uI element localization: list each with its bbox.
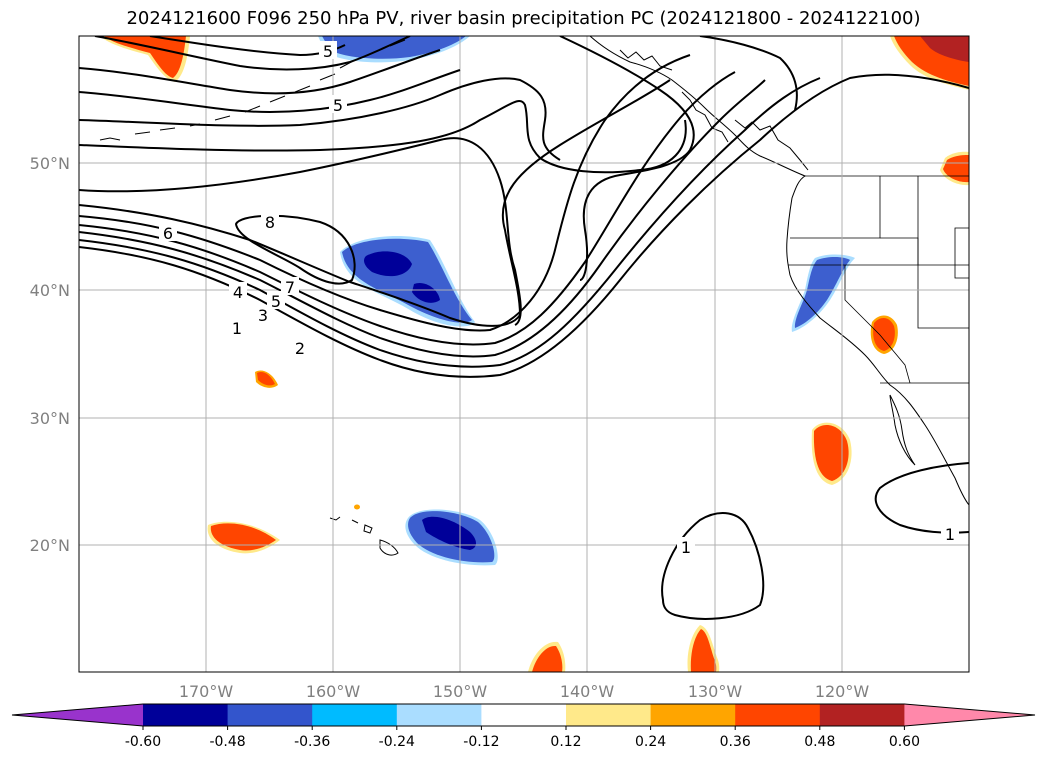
state-borders xyxy=(788,175,969,384)
colorbar-segment xyxy=(227,704,313,726)
pv-label: 5 xyxy=(271,292,281,311)
pv-contour xyxy=(79,137,522,326)
coastlines xyxy=(99,36,969,556)
colorbar-tick-label: 0.48 xyxy=(804,734,835,750)
pv-contour xyxy=(94,36,411,71)
pv-contour xyxy=(79,77,561,161)
colorbar-tick-label: -0.36 xyxy=(294,734,330,750)
pv-label: 5 xyxy=(333,96,343,115)
pv-contour-labels: 8 7 6 5 5 5 4 3 2 1 1 1 xyxy=(159,41,959,557)
colorbar-segment xyxy=(819,704,905,726)
pv-contour xyxy=(79,79,766,358)
pv-label: 2 xyxy=(295,339,305,358)
map-area xyxy=(79,36,969,672)
colorbar-tick-label: -0.24 xyxy=(379,734,415,750)
colorbar-segment xyxy=(396,704,482,726)
pv-contour xyxy=(79,73,969,378)
pv-contour xyxy=(234,214,356,285)
pv-label: 7 xyxy=(285,278,295,297)
pv-label: 3 xyxy=(258,306,268,325)
lat-tick-label: 30°N xyxy=(30,409,70,428)
lat-tick-labels: 50°N 40°N 30°N 20°N xyxy=(30,154,70,555)
pv-contour xyxy=(79,100,687,174)
pv-label: 1 xyxy=(232,319,242,338)
map-frame xyxy=(78,35,970,673)
north-america-coastline xyxy=(589,36,969,506)
colorbar-tick-label: 0.36 xyxy=(720,734,751,750)
pv-contour xyxy=(559,36,695,281)
colorbar: -0.60 -0.48 -0.36 -0.24 -0.12 0.12 0.24 0.36 0.4… xyxy=(11,703,1036,750)
map-title: 2024121600 F096 250 hPa PV, river basin … xyxy=(126,8,921,29)
colorbar-tick-label: 0.24 xyxy=(635,734,666,750)
colorbar-extend-low xyxy=(12,704,143,726)
lon-tick-label: 170°W xyxy=(179,682,234,701)
pv-contour xyxy=(699,36,798,111)
lat-tick-label: 20°N xyxy=(30,536,70,555)
colorbar-segment xyxy=(312,704,398,726)
lat-tick-label: 50°N xyxy=(30,154,70,173)
pv-label: 1 xyxy=(945,525,955,544)
lon-tick-label: 160°W xyxy=(306,682,361,701)
pv-contour xyxy=(79,77,821,368)
colorbar-tick-label: -0.60 xyxy=(125,734,161,750)
pv-label: 4 xyxy=(233,283,243,302)
pv-contour xyxy=(79,49,441,95)
pv-contour xyxy=(79,71,736,346)
lon-tick-label: 140°W xyxy=(560,682,615,701)
precip-negative-areas xyxy=(318,36,855,566)
pv-label: 5 xyxy=(323,42,333,61)
pv-contour xyxy=(79,69,461,113)
colorbar-tick-label: 0.12 xyxy=(550,734,581,750)
colorbar-tick-label: -0.12 xyxy=(463,734,499,750)
pv-contour xyxy=(661,512,765,620)
colorbar-segment xyxy=(650,704,736,726)
pv-label: 6 xyxy=(163,224,173,243)
lon-tick-labels: 170°W 160°W 150°W 140°W 130°W 120°W xyxy=(179,682,870,701)
lon-tick-label: 130°W xyxy=(688,682,743,701)
colorbar-tick-label: 0.60 xyxy=(889,734,920,750)
colorbar-segment xyxy=(566,704,652,726)
pv-label: 8 xyxy=(265,213,275,232)
colorbar-segment xyxy=(735,704,821,726)
colorbar-segment xyxy=(143,704,229,726)
pv-contour xyxy=(874,462,969,534)
colorbar-tick-label: -0.48 xyxy=(209,734,245,750)
colorbar-segment xyxy=(481,704,567,726)
pv-contours xyxy=(79,36,969,620)
hawaii-islands xyxy=(329,516,399,556)
pv-contour xyxy=(79,54,691,332)
lon-tick-label: 150°W xyxy=(433,682,488,701)
pv-label: 1 xyxy=(681,538,691,557)
colorbar-extend-high xyxy=(904,704,1035,726)
lat-tick-label: 40°N xyxy=(30,281,70,300)
gridlines xyxy=(79,36,969,672)
lon-tick-label: 120°W xyxy=(815,682,870,701)
